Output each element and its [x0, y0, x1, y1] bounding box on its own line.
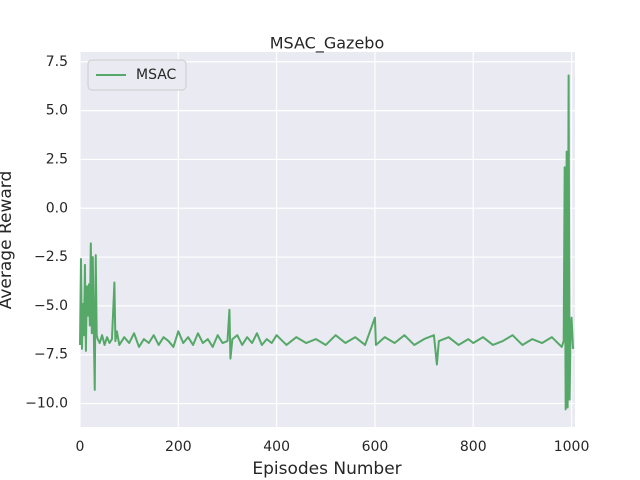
- y-tick-label: −10.0: [25, 396, 68, 412]
- y-axis-label: Average Reward: [0, 171, 16, 310]
- y-tick-label: −7.5: [34, 347, 68, 363]
- x-tick-label: 200: [165, 439, 192, 455]
- y-tick-label: 0.0: [46, 200, 68, 216]
- plot-area: [80, 52, 575, 427]
- y-tick-label: 7.5: [46, 54, 68, 70]
- data-line: [79, 74, 575, 411]
- y-tick-label: 5.0: [46, 103, 68, 119]
- y-tick-label: 2.5: [46, 151, 68, 167]
- x-axis-label: Episodes Number: [252, 459, 401, 479]
- chart-title: MSAC_Gazebo: [270, 34, 384, 54]
- legend-label: MSAC: [136, 67, 177, 83]
- x-tick-label: 600: [362, 439, 389, 455]
- x-tick-label: 1000: [554, 439, 590, 455]
- y-tick-label: −5.0: [34, 298, 68, 314]
- x-tick-label: 0: [76, 439, 85, 455]
- y-tick-label: −2.5: [34, 249, 68, 265]
- legend-box: [87, 59, 187, 91]
- x-tick-label: 800: [460, 439, 487, 455]
- x-tick-label: 400: [263, 439, 290, 455]
